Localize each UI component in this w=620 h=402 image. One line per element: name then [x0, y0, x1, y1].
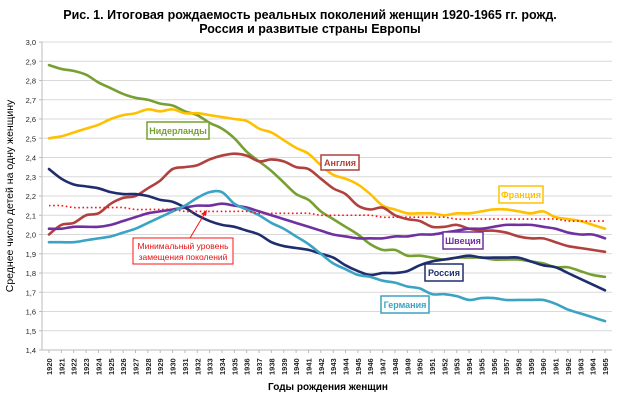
y-tick-label: 2,3: [26, 173, 36, 182]
label-england: Англия: [320, 154, 360, 171]
x-axis-label: Годы рождения женщин: [268, 382, 388, 393]
y-tick-label: 2,7: [26, 96, 36, 105]
x-tick-label: 1962: [564, 358, 573, 375]
x-tick-label: 1943: [329, 358, 338, 375]
x-tick-label: 1956: [490, 358, 499, 375]
y-tick-label: 3,0: [26, 38, 36, 47]
svg-text:Германия: Германия: [384, 300, 427, 310]
x-tick-label: 1960: [539, 358, 548, 375]
x-tick-label: 1948: [391, 358, 400, 375]
x-tick-label: 1946: [366, 358, 375, 375]
x-tick-label: 1935: [230, 358, 239, 375]
y-tick-label: 1,5: [26, 327, 36, 336]
x-axis-ticks: 1920 1921 1922 1923 1924 1925 1926 1927 1928 1929…: [45, 350, 610, 375]
y-tick-label: 1,6: [26, 308, 36, 317]
y-tick-label: 1,9: [26, 250, 36, 259]
y-axis-label: Среднее число детей на одну женщину: [4, 99, 16, 292]
y-axis-ticks: 1,4 1,5 1,6 1,7 1,8 1,9 2,0 2,1 2,2 2,3 2,4 2,5 2,6 2…: [26, 38, 42, 355]
series-line-6: Минимальный уровень замещения поколений: [48, 204, 605, 222]
chart-subtitle: Россия и развитые страны Европы: [199, 22, 420, 36]
svg-text:Швеция: Швеция: [445, 236, 481, 246]
x-tick-label: 1964: [589, 357, 598, 375]
label-russia: Россия: [424, 263, 464, 282]
series-line-3: Швеция: [47, 202, 607, 240]
arrow-head-icon: [201, 210, 207, 216]
x-tick-label: 1955: [477, 358, 486, 375]
grid: [42, 41, 612, 332]
x-tick-label: 1942: [317, 358, 326, 375]
x-tick-label: 1938: [267, 358, 276, 375]
x-tick-label: 1934: [218, 357, 227, 375]
y-tick-label: 2,6: [26, 115, 36, 124]
x-tick-label: 1931: [181, 358, 190, 375]
x-tick-label: 1953: [453, 358, 462, 375]
x-tick-label: 1940: [292, 358, 301, 375]
x-tick-label: 1954: [465, 357, 474, 375]
y-tick-label: 2,9: [26, 57, 36, 66]
annotation-arrow: [189, 212, 206, 239]
x-tick-label: 1941: [304, 358, 313, 375]
y-tick-label: 1,8: [26, 269, 36, 278]
series-line-2: Англия: [47, 152, 607, 254]
x-tick-label: 1929: [156, 358, 165, 375]
x-tick-label: 1926: [119, 358, 128, 375]
x-tick-label: 1922: [70, 358, 79, 375]
label-germany: Германия: [380, 295, 430, 314]
y-tick-label: 2,4: [26, 154, 36, 163]
x-tick-label: 1927: [131, 358, 140, 375]
label-netherlands: Нидерланды: [146, 121, 210, 140]
series-group: Нидерланды Франция Англия Швеция Россия Герма…: [47, 63, 607, 323]
x-tick-label: 1950: [416, 358, 425, 375]
x-tick-label: 1961: [552, 358, 561, 375]
svg-text:Россия: Россия: [428, 268, 460, 278]
series-line-4: Россия: [47, 167, 607, 292]
y-tick-label: 2,2: [26, 192, 36, 201]
x-tick-label: 1947: [379, 358, 388, 375]
x-tick-label: 1965: [601, 358, 610, 375]
svg-text:замещения поколений: замещения поколений: [139, 252, 228, 262]
x-tick-label: 1923: [82, 358, 91, 375]
y-tick-label: 2,8: [26, 77, 36, 86]
x-tick-label: 1957: [502, 358, 511, 375]
x-tick-label: 1958: [515, 358, 524, 375]
x-tick-label: 1921: [57, 358, 66, 375]
x-tick-label: 1951: [428, 358, 437, 375]
x-tick-label: 1920: [45, 358, 54, 375]
y-tick-label: 1,7: [26, 288, 36, 297]
x-tick-label: 1959: [527, 358, 536, 375]
x-tick-label: 1963: [576, 358, 585, 375]
label-france: Франция: [498, 185, 544, 204]
svg-text:Минимальный уровень: Минимальный уровень: [137, 241, 229, 251]
x-tick-label: 1945: [354, 358, 363, 375]
series-line-5: Германия: [47, 189, 607, 323]
svg-text:Франция: Франция: [501, 190, 541, 200]
x-tick-label: 1928: [144, 358, 153, 375]
x-tick-label: 1925: [107, 358, 116, 375]
x-tick-label: 1924: [94, 357, 103, 375]
svg-text:Нидерланды: Нидерланды: [149, 126, 207, 136]
x-tick-label: 1933: [206, 358, 215, 375]
x-tick-label: 1932: [193, 358, 202, 375]
x-tick-label: 1949: [403, 358, 412, 375]
y-tick-label: 2,0: [26, 231, 36, 240]
chart-title: Рис. 1. Итоговая рождаемость реальных по…: [63, 8, 556, 22]
x-tick-label: 1952: [440, 358, 449, 375]
x-tick-label: 1936: [243, 358, 252, 375]
x-tick-label: 1939: [280, 358, 289, 375]
x-tick-label: 1930: [169, 358, 178, 375]
y-tick-label: 2,5: [26, 134, 36, 143]
replacement-annotation: Минимальный уровень замещения поколений: [132, 210, 234, 265]
y-tick-label: 1,4: [26, 346, 36, 355]
label-sweden: Швеция: [442, 231, 484, 250]
y-tick-label: 2,1: [26, 211, 36, 220]
x-tick-label: 1937: [255, 358, 264, 375]
svg-text:Англия: Англия: [324, 158, 356, 168]
x-tick-label: 1944: [342, 357, 351, 375]
